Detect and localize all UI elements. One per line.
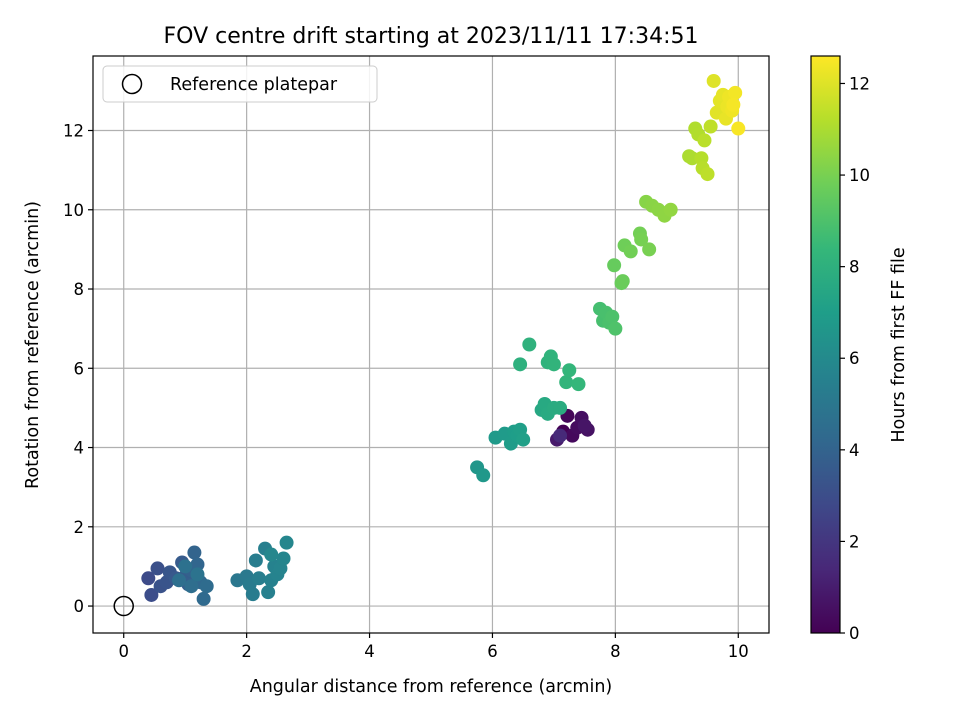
colorbar: 0 2 4 6 8 10 12 Hours from first FF file xyxy=(810,55,909,643)
scatter-point xyxy=(571,377,586,392)
y-tick-label: 6 xyxy=(74,359,85,378)
y-axis-label: Rotation from reference (arcmin) xyxy=(23,201,43,489)
colorbar-tick-label: 0 xyxy=(849,624,860,643)
scatter-point xyxy=(605,309,620,324)
colorbar-ticks: 0 2 4 6 8 10 12 xyxy=(840,74,870,643)
scatter-point xyxy=(248,553,263,568)
colorbar-label: Hours from first FF file xyxy=(889,247,909,442)
scatter-point xyxy=(562,363,577,378)
scatter-point xyxy=(184,579,199,594)
scatter-point xyxy=(522,337,537,352)
scatter-point xyxy=(726,97,741,112)
scatter-point xyxy=(251,571,266,586)
scatter-point xyxy=(172,573,187,588)
plot-background xyxy=(93,56,769,633)
scatter-point xyxy=(196,591,211,606)
scatter-point xyxy=(516,432,531,447)
scatter-point xyxy=(700,167,715,182)
scatter-point xyxy=(199,579,214,594)
colorbar-gradient xyxy=(811,56,840,633)
scatter-point xyxy=(697,133,712,148)
scatter-point xyxy=(187,545,202,560)
y-tick-label: 2 xyxy=(74,518,85,537)
colorbar-tick-label: 8 xyxy=(849,258,860,277)
x-tick-label: 6 xyxy=(487,642,498,661)
colorbar-tick-label: 4 xyxy=(849,441,860,460)
scatter-point xyxy=(178,559,193,574)
data-points xyxy=(141,73,746,606)
scatter-point xyxy=(546,357,561,372)
scatter-point xyxy=(706,73,721,88)
legend-box xyxy=(102,65,378,103)
plot-area: 0 2 4 6 8 10 0 2 4 6 8 10 12 Reference platepar xyxy=(63,55,770,661)
y-tick-label: 4 xyxy=(74,439,85,458)
scatter-point xyxy=(577,418,592,433)
scatter-point xyxy=(642,242,657,257)
scatter-point xyxy=(728,85,743,100)
y-tick-label: 10 xyxy=(63,201,84,220)
grid-lines xyxy=(93,56,769,633)
scatter-point xyxy=(553,400,568,415)
scatter-point xyxy=(264,547,279,562)
scatter-point xyxy=(261,585,276,600)
colorbar-tick-label: 2 xyxy=(849,532,860,551)
scatter-point xyxy=(190,567,205,582)
x-tick-label: 10 xyxy=(728,642,749,661)
scatter-point xyxy=(607,258,622,273)
scatter-point xyxy=(190,557,205,572)
scatter-point xyxy=(513,357,528,372)
scatter-point xyxy=(476,468,491,483)
colorbar-tick-label: 10 xyxy=(849,166,870,185)
chart-title: FOV centre drift starting at 2023/11/11 … xyxy=(164,24,699,49)
scatter-point xyxy=(731,121,746,136)
y-tick-label: 12 xyxy=(63,122,84,141)
scatter-point xyxy=(663,202,678,217)
scatter-point xyxy=(144,587,159,602)
scatter-point xyxy=(615,274,630,289)
reference-point-marker xyxy=(113,595,134,617)
x-tick-label: 2 xyxy=(241,642,252,661)
legend: Reference platepar xyxy=(102,65,378,103)
colorbar-tick-label: 6 xyxy=(849,349,860,368)
scatter-point xyxy=(634,232,649,247)
scatter-point xyxy=(279,535,294,550)
scatter-point xyxy=(141,571,156,586)
colorbar-tick-label: 12 xyxy=(849,74,870,93)
y-axis-ticks: 0 2 4 6 8 10 12 xyxy=(63,122,93,616)
legend-marker-icon xyxy=(121,73,143,95)
scatter-point xyxy=(276,551,291,566)
x-axis-label: Angular distance from reference (arcmin) xyxy=(250,677,613,697)
x-tick-label: 8 xyxy=(610,642,621,661)
colorbar-frame xyxy=(810,55,841,634)
x-tick-label: 0 xyxy=(118,642,129,661)
y-tick-label: 8 xyxy=(74,280,85,299)
scatter-point xyxy=(623,244,638,259)
scatter-point xyxy=(703,119,718,134)
scatter-point xyxy=(559,375,574,390)
x-axis-ticks: 0 2 4 6 8 10 xyxy=(118,633,749,661)
y-tick-label: 0 xyxy=(74,597,85,616)
scatter-point xyxy=(608,321,623,336)
plot-frame xyxy=(92,55,770,634)
scatter-point xyxy=(553,428,568,443)
scatter-point xyxy=(245,587,260,602)
x-tick-label: 4 xyxy=(364,642,375,661)
scatter-point xyxy=(150,561,165,576)
legend-label: Reference platepar xyxy=(170,75,338,95)
